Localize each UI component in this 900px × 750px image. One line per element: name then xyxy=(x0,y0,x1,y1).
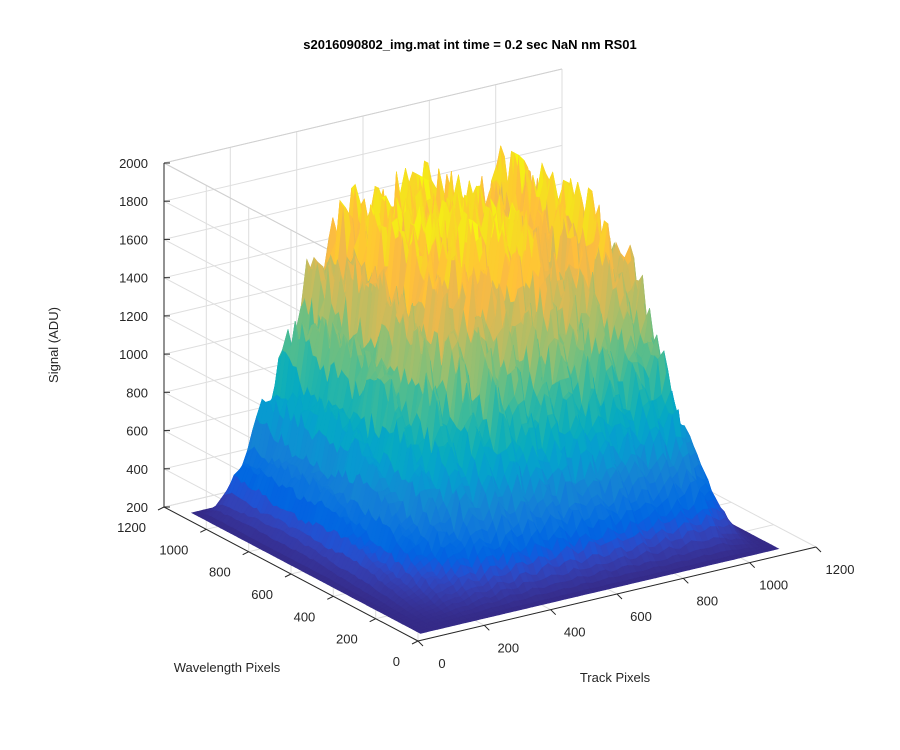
wavelength-tick xyxy=(242,551,249,556)
wavelength-tick-label: 600 xyxy=(251,587,273,602)
signal-tick-label: 800 xyxy=(126,385,148,400)
track-tick xyxy=(550,609,557,616)
track-tick-label: 1000 xyxy=(759,578,788,593)
track-tick xyxy=(749,562,756,569)
signal-tick-label: 1000 xyxy=(119,347,148,362)
wavelength-tick-label: 400 xyxy=(294,609,316,624)
signal-tick-label: 600 xyxy=(126,424,148,439)
track-axis-label: Track Pixels xyxy=(580,670,651,685)
signal-tick-label: 1600 xyxy=(119,232,148,247)
wavelength-tick xyxy=(327,595,334,600)
signal-tick-label: 2000 xyxy=(119,156,148,171)
track-tick-label: 0 xyxy=(438,656,445,671)
signal-axis-label: Signal (ADU) xyxy=(46,307,61,383)
track-tick-label: 400 xyxy=(564,625,586,640)
track-tick-label: 1200 xyxy=(826,562,855,577)
wavelength-tick xyxy=(411,640,419,645)
chart-title: s2016090802_img.mat int time = 0.2 sec N… xyxy=(303,37,637,52)
wavelength-tick xyxy=(369,618,376,623)
signal-tick-label: 1400 xyxy=(119,271,148,286)
signal-tick-label: 1200 xyxy=(119,309,148,324)
track-tick xyxy=(682,577,689,584)
signal-tick-label: 400 xyxy=(126,462,148,477)
wavelength-tick-label: 1000 xyxy=(159,542,188,557)
grid-line-z-right xyxy=(163,144,563,240)
wavelength-tick-label: 200 xyxy=(336,632,358,647)
top-edge-right xyxy=(163,68,563,164)
signal-tick-label: 1800 xyxy=(119,194,148,209)
wavelength-tick xyxy=(284,573,292,578)
wavelength-tick-label: 0 xyxy=(393,654,400,669)
signal-tick-label: 200 xyxy=(126,500,148,515)
track-tick xyxy=(815,546,822,553)
surface-layer xyxy=(190,145,780,634)
track-tick-label: 800 xyxy=(696,593,718,608)
wavelength-tick-label: 1200 xyxy=(117,520,146,535)
wavelength-tick xyxy=(200,528,207,533)
wavelength-axis-label: Wavelength Pixels xyxy=(174,660,281,675)
wavelength-tick-label: 800 xyxy=(209,565,231,580)
wavelength-tick xyxy=(157,506,165,511)
track-tick xyxy=(616,593,623,600)
track-tick-label: 200 xyxy=(497,640,519,655)
grid-line-z-right xyxy=(163,106,563,202)
track-tick xyxy=(417,640,424,647)
track-tick xyxy=(483,624,490,631)
track-tick-label: 600 xyxy=(630,609,652,624)
